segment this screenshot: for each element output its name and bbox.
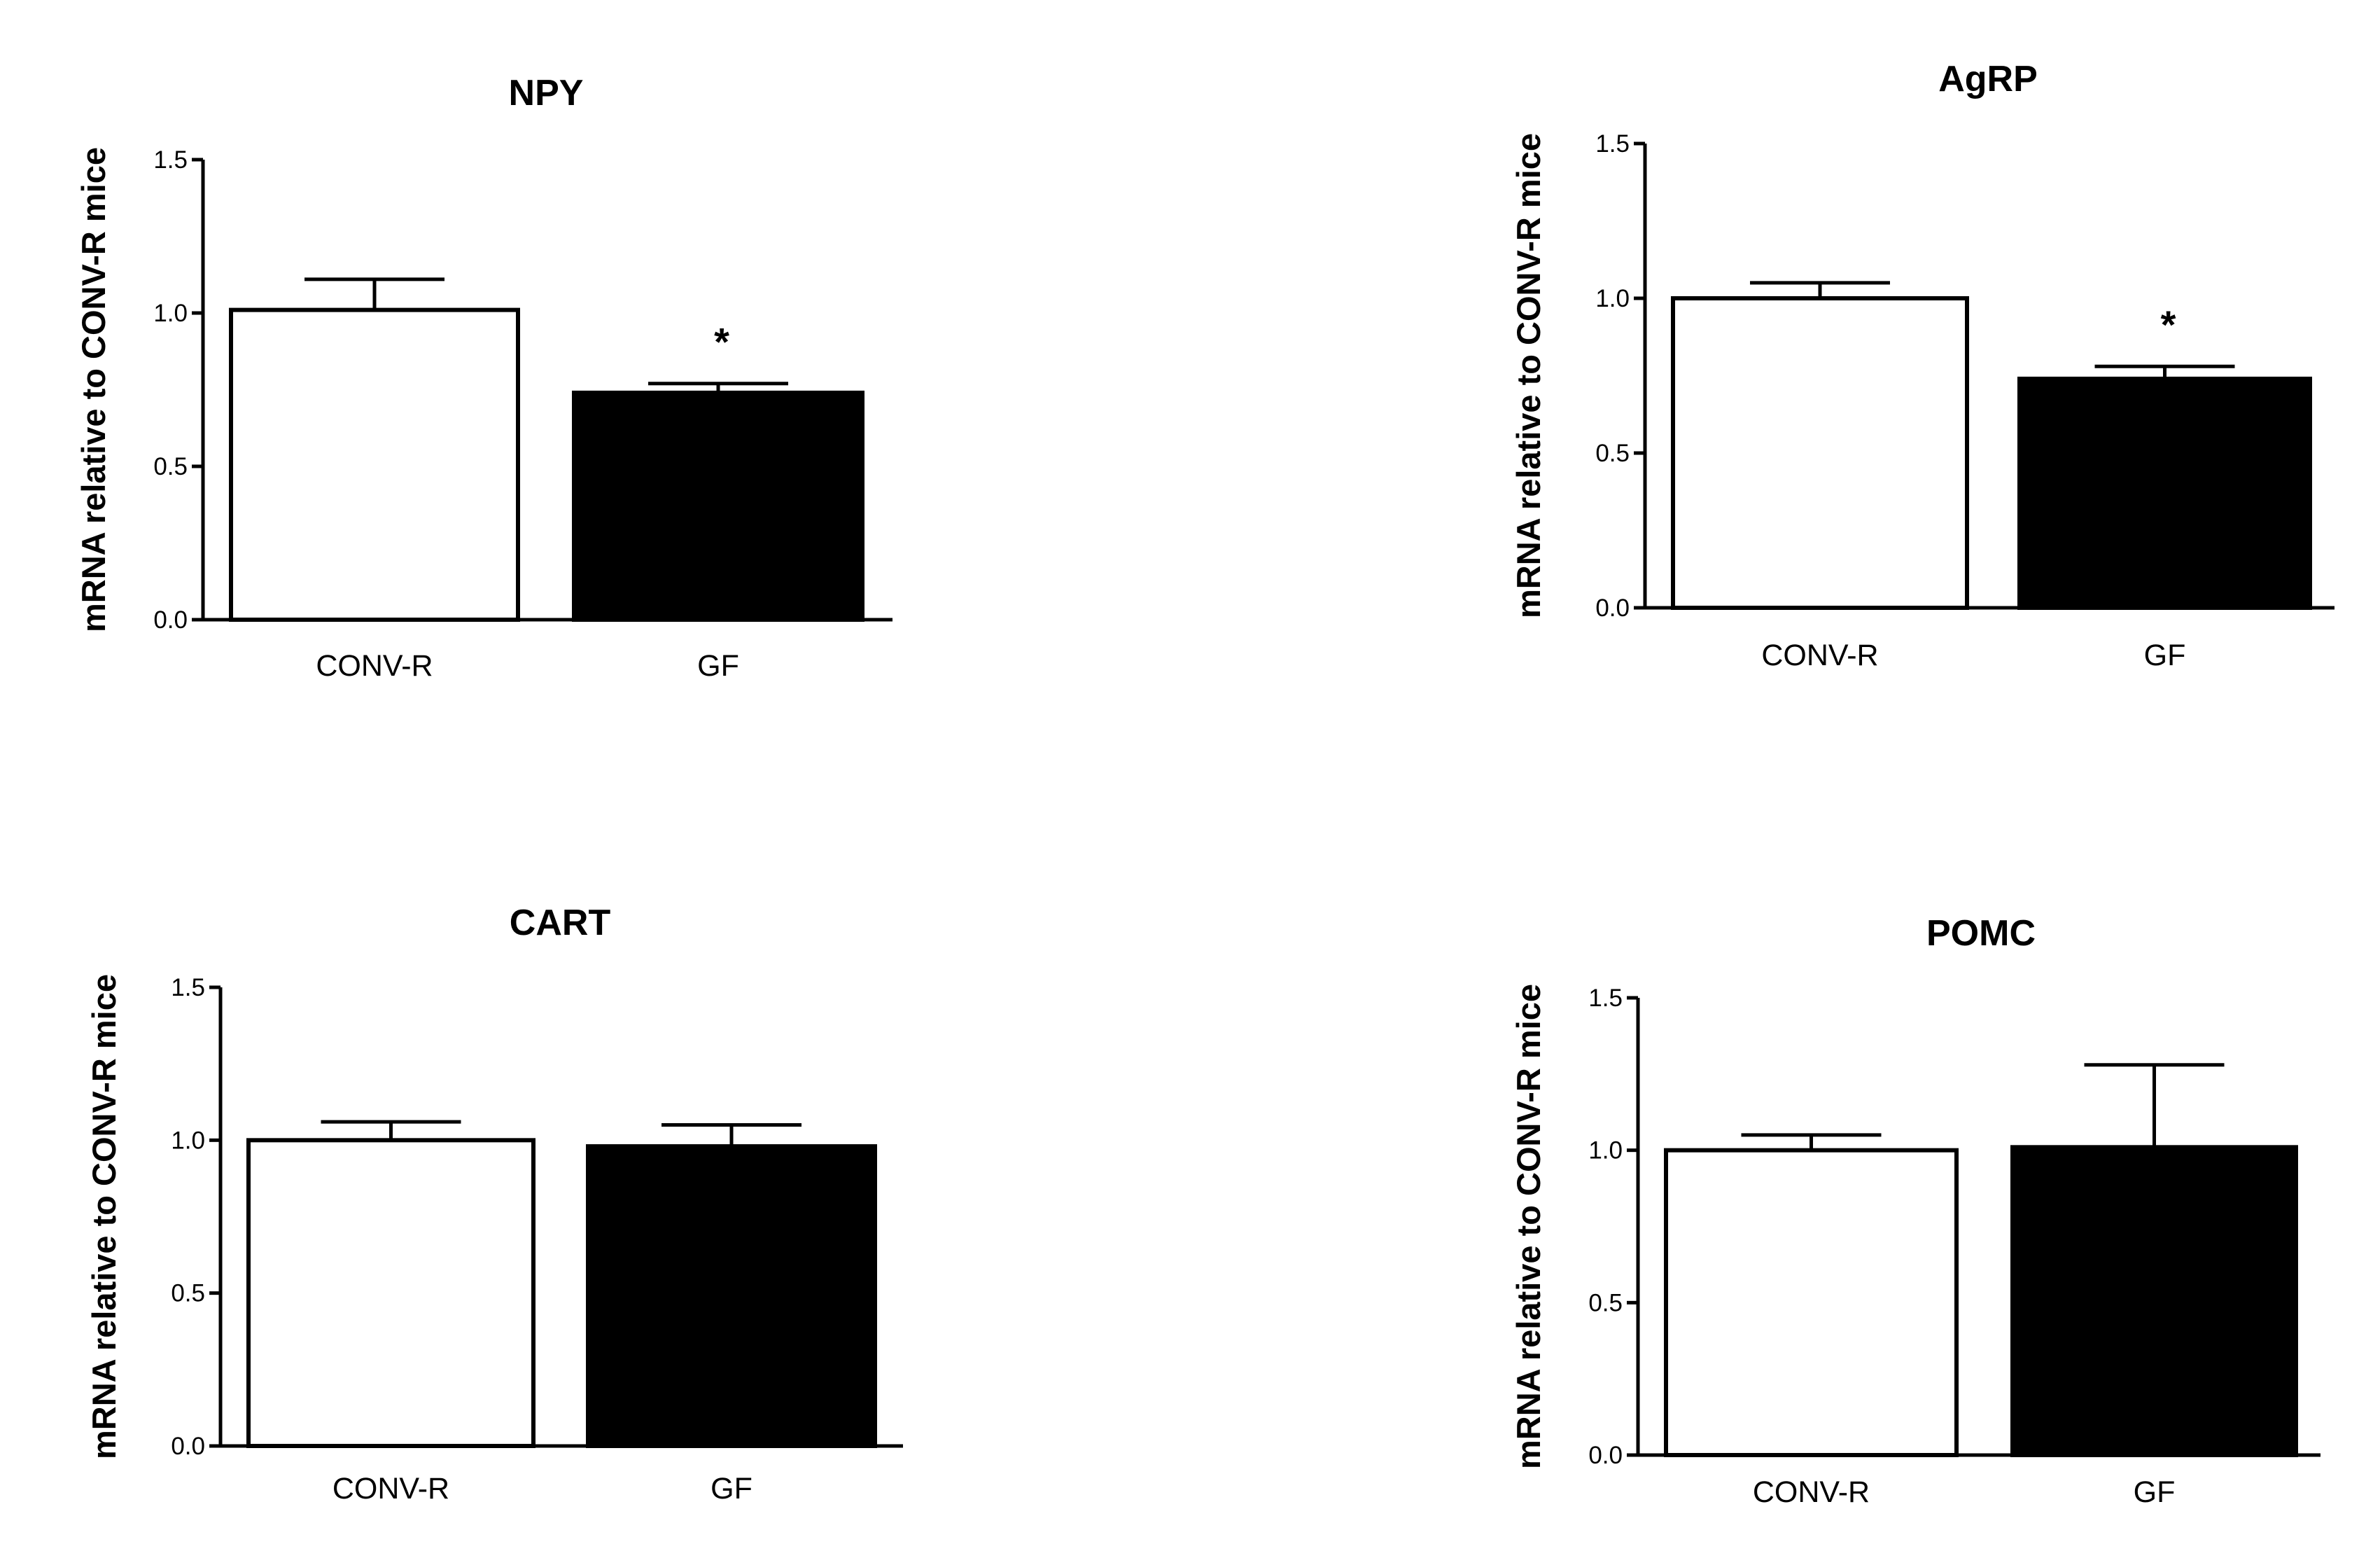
bar-conv-r: [1671, 296, 1969, 610]
y-axis-label: mRNA relative to CONV-R mice: [75, 147, 112, 632]
y-axis-label: mRNA relative to CONV-R mice: [1510, 133, 1547, 618]
significance-marker: *: [2161, 302, 2176, 347]
bar-conv-r: [246, 1138, 536, 1449]
bar-gf: [2010, 1145, 2298, 1458]
y-tick-label: 0.5: [1595, 440, 1630, 467]
y-tick-label: 0.5: [153, 453, 188, 480]
chart-panel-agrp: AgRP mRNA relative to CONV-R mice 0.0 0.5 1.…: [1510, 59, 2334, 672]
x-category-label: CONV-R: [316, 649, 433, 683]
chart-title: POMC: [1926, 913, 2036, 954]
bar-gf: [2017, 376, 2312, 610]
chart-title: NPY: [509, 73, 584, 113]
y-tick-label: 0.0: [171, 1433, 205, 1460]
y-tick-label: 1.0: [1588, 1137, 1623, 1164]
bar-gf: [586, 1144, 877, 1448]
y-tick-label: 1.0: [153, 300, 188, 327]
x-category-label: CONV-R: [1761, 639, 1878, 672]
y-tick-label: 0.5: [171, 1280, 205, 1307]
y-tick-label: 1.0: [1595, 285, 1630, 312]
y-tick-label: 1.0: [171, 1127, 205, 1154]
y-axis-label: mRNA relative to CONV-R mice: [1510, 984, 1547, 1469]
x-category-label: CONV-R: [1753, 1475, 1870, 1509]
y-tick-label: 1.5: [171, 974, 205, 1001]
chart-panel-cart: CART mRNA relative to CONV-R mice 0.0 0.5 1.…: [85, 903, 903, 1505]
y-tick-label: 0.0: [1588, 1442, 1623, 1469]
bar-conv-r: [1664, 1148, 1959, 1457]
y-tick-label: 1.5: [153, 146, 188, 174]
chart-title: CART: [510, 903, 611, 943]
bar-conv-r: [229, 307, 520, 622]
x-category-label: CONV-R: [332, 1472, 449, 1505]
x-category-label: GF: [697, 649, 739, 683]
chart-panel-pomc: POMC mRNA relative to CONV-R mice 0.0 0.5 1.…: [1510, 913, 2320, 1509]
significance-marker: *: [714, 320, 729, 364]
y-tick-label: 1.5: [1595, 130, 1630, 158]
y-tick-label: 0.5: [1588, 1289, 1623, 1316]
x-category-label: GF: [710, 1472, 752, 1505]
x-category-label: GF: [2144, 639, 2186, 672]
y-tick-label: 1.5: [1588, 985, 1623, 1012]
y-axis-label: mRNA relative to CONV-R mice: [85, 974, 122, 1459]
y-tick-label: 0.0: [153, 606, 188, 634]
bar-gf: [572, 390, 864, 622]
chart-panel-npy: NPY mRNA relative to CONV-R mice 0.0 0.5 1.0…: [75, 73, 892, 683]
y-tick-label: 0.0: [1595, 594, 1630, 622]
chart-title: AgRP: [1938, 59, 2038, 99]
x-category-label: GF: [2134, 1475, 2176, 1509]
